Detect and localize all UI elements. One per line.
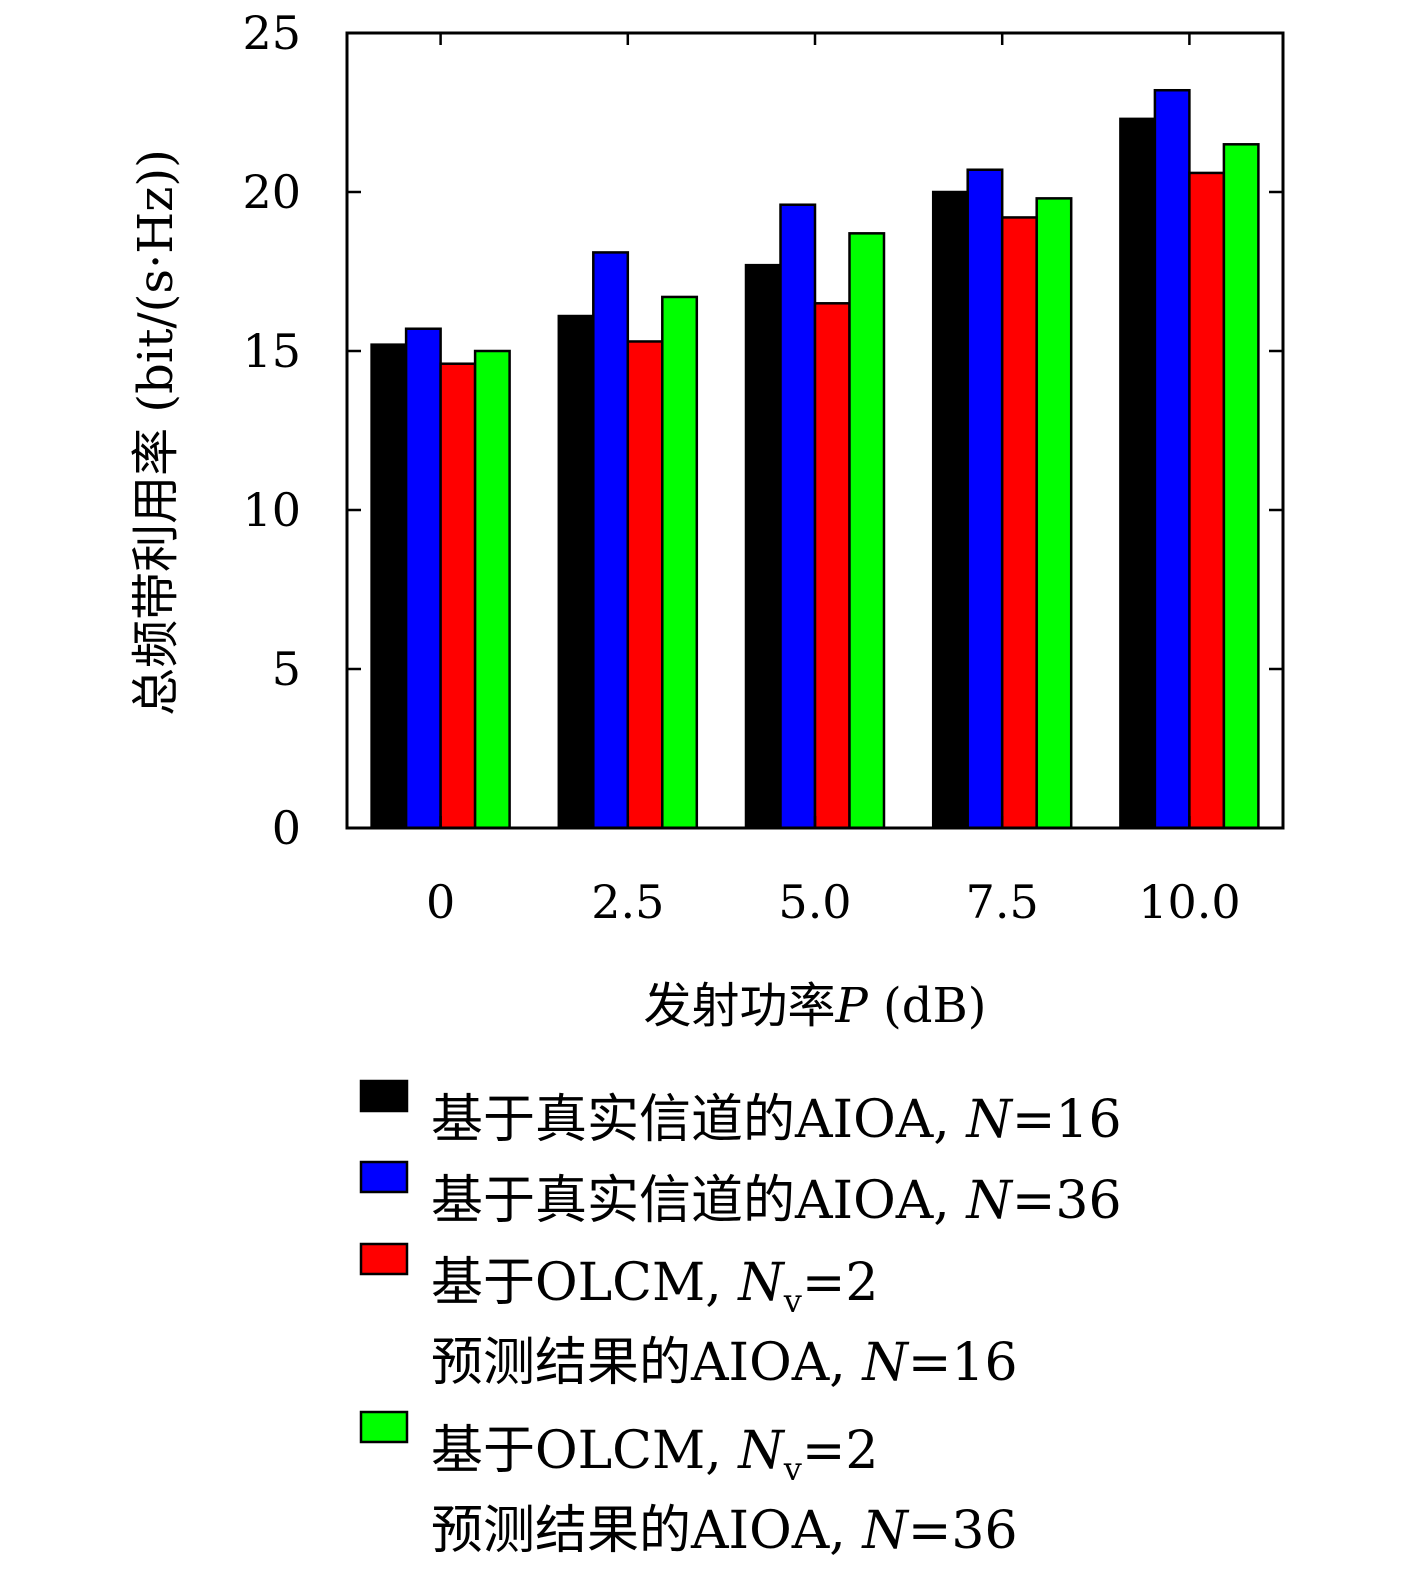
- legend-swatch: [359, 1079, 409, 1113]
- x-tick-labels: 0 2.5 5.0 7.5 10.0: [426, 875, 1241, 929]
- bar: [1188, 171, 1226, 830]
- x-tick-label: 7.5: [966, 875, 1039, 929]
- legend-label-part: =36: [1012, 1171, 1122, 1231]
- bar: [744, 263, 782, 830]
- bar: [370, 343, 408, 830]
- bar: [592, 251, 630, 830]
- legend-label-part: 预测结果的AIOA,: [431, 1501, 862, 1561]
- bar: [1035, 197, 1073, 830]
- bar: [931, 190, 969, 830]
- bar: [1153, 88, 1191, 830]
- bar: [557, 314, 595, 830]
- bars-group: [370, 88, 1260, 830]
- y-tick-labels: 0 5 10 15 20 25: [242, 6, 301, 855]
- legend-label-part: 基于OLCM,: [431, 1253, 738, 1313]
- legend-label: 基于真实信道的AIOA, N=36: [431, 1171, 1122, 1231]
- legend-label-part: N: [964, 1171, 1013, 1231]
- y-tick-label: 5: [272, 642, 301, 696]
- x-axis-title: 发射功率P (dB): [643, 978, 986, 1034]
- legend-swatch: [359, 1410, 409, 1444]
- legend-label-part: =36: [908, 1501, 1018, 1561]
- legend-label-part: 基于真实信道的AIOA,: [431, 1171, 966, 1231]
- y-tick-label: 20: [242, 165, 301, 219]
- bar: [473, 349, 511, 830]
- bar: [404, 327, 442, 830]
- legend-swatch: [359, 1242, 409, 1276]
- x-tick-label: 5.0: [778, 875, 851, 929]
- y-tick-label: 25: [242, 6, 301, 60]
- legend-label-part: N: [964, 1090, 1013, 1150]
- legend-label-part: N: [860, 1333, 909, 1393]
- bar: [1119, 117, 1157, 830]
- bar: [439, 362, 477, 830]
- bar: [813, 302, 851, 830]
- legend-label-part: =2: [802, 1421, 879, 1481]
- legend-label: 预测结果的AIOA, N=16: [431, 1333, 1018, 1393]
- x-tick-label: 10.0: [1138, 875, 1240, 929]
- bar: [661, 295, 699, 830]
- y-axis-title: 总频带利用率 (bit/(s·Hz)): [128, 149, 184, 716]
- legend-label-part: =16: [908, 1333, 1018, 1393]
- legend-label-part: 基于OLCM,: [431, 1421, 738, 1481]
- x-axis-title-var: P: [835, 978, 869, 1034]
- legend-swatch: [359, 1160, 409, 1194]
- legend-label: 预测结果的AIOA, N=36: [431, 1501, 1018, 1561]
- bar: [1000, 216, 1038, 830]
- x-axis-title-unit: (dB): [868, 978, 987, 1034]
- legend-label-part: N: [736, 1421, 785, 1481]
- legend-label: 基于OLCM, Nv=2: [431, 1253, 879, 1320]
- y-tick-label: 10: [242, 483, 301, 537]
- bar: [626, 340, 664, 830]
- legend-label-part: v: [783, 1450, 802, 1488]
- legend-label-part: =2: [802, 1253, 879, 1313]
- y-tick-label: 15: [242, 324, 301, 378]
- legend-label-part: v: [783, 1282, 802, 1320]
- legend-label: 基于OLCM, Nv=2: [431, 1421, 879, 1488]
- legend-label-part: =16: [1012, 1090, 1122, 1150]
- bar: [848, 232, 886, 830]
- legend-label-part: N: [860, 1501, 909, 1561]
- bar: [966, 168, 1004, 830]
- legend-label-part: 基于真实信道的AIOA,: [431, 1090, 966, 1150]
- legend-label-part: N: [736, 1253, 785, 1313]
- x-tick-label: 0: [426, 875, 455, 929]
- legend-label-part: 预测结果的AIOA,: [431, 1333, 862, 1393]
- x-axis-title-prefix: 发射功率: [643, 978, 835, 1034]
- x-tick-label: 2.5: [591, 875, 664, 929]
- plot-frame: [345, 31, 1285, 830]
- bar: [779, 203, 817, 830]
- legend-label: 基于真实信道的AIOA, N=16: [431, 1090, 1122, 1150]
- bar: [1222, 143, 1260, 830]
- y-tick-label: 0: [272, 801, 301, 855]
